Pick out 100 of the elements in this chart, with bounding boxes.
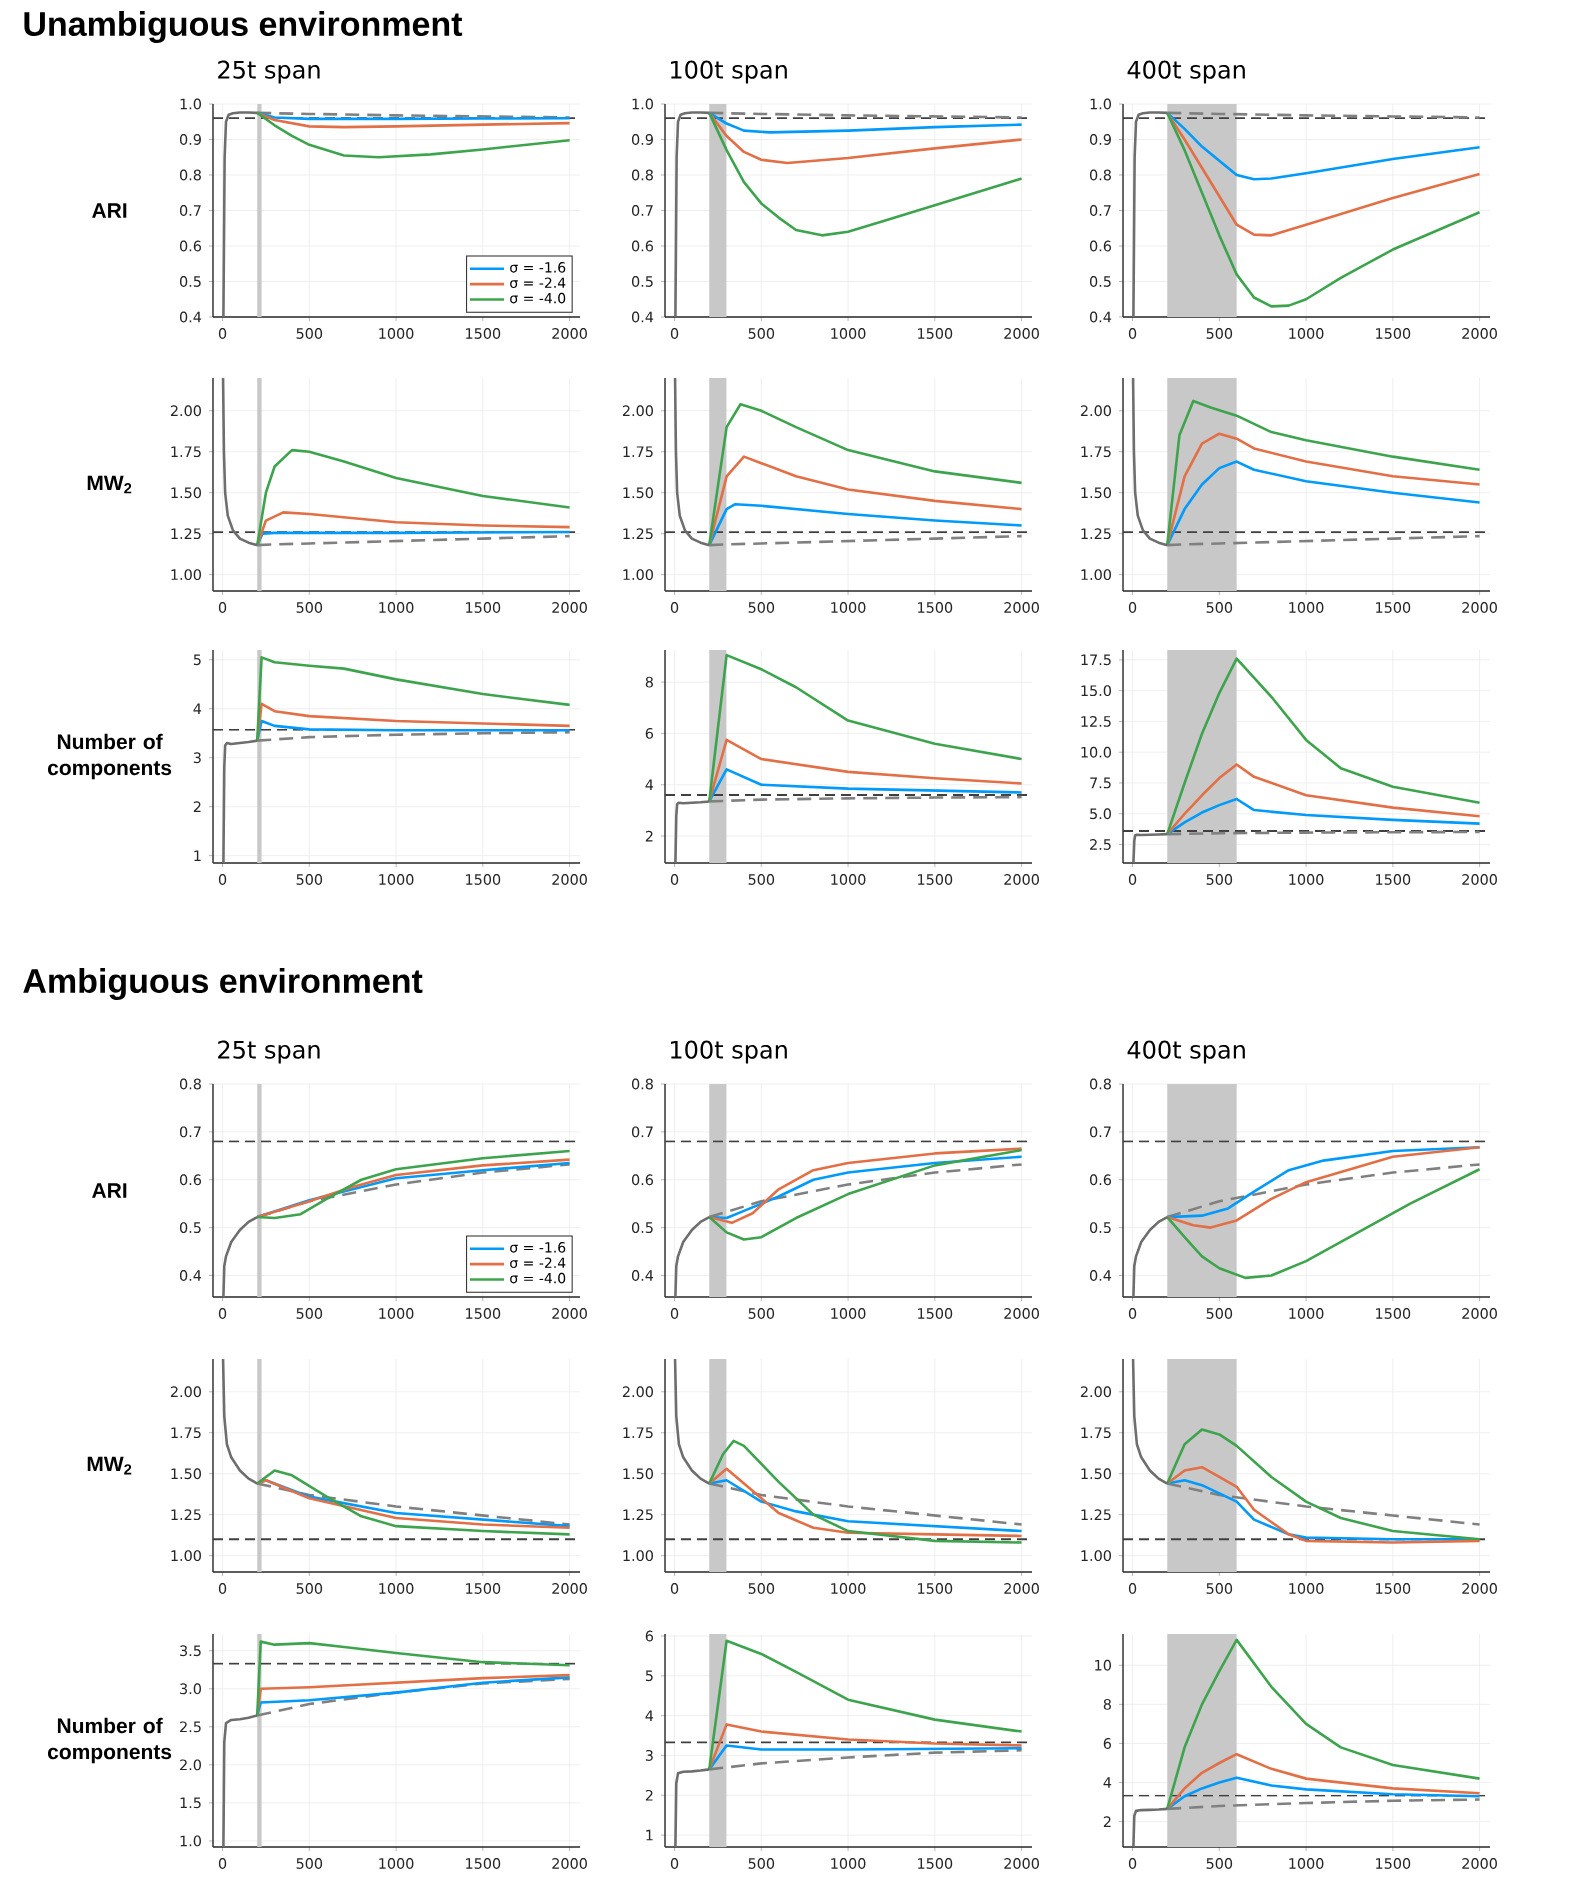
x-tick-label: 500 <box>1206 602 1233 613</box>
y-tick-label: 0.9 <box>179 134 201 145</box>
y-tick-label: 1.00 <box>171 569 201 581</box>
x-tick-label: 2000 <box>1004 328 1039 339</box>
x-tick-label: 1000 <box>831 602 866 613</box>
y-tick-label: 6 <box>1103 1738 1112 1749</box>
x-tick-label: 1000 <box>831 1858 866 1869</box>
y-tick-label: 1.00 <box>623 569 653 581</box>
x-tick-label: 1000 <box>831 874 866 885</box>
x-tick-label: 500 <box>296 1858 323 1869</box>
x-tick-label: 1000 <box>379 1583 414 1594</box>
y-tick-label: 1.50 <box>623 487 653 499</box>
y-tick-label: 0.5 <box>631 1222 653 1234</box>
y-tick-label: 1.00 <box>623 1550 653 1562</box>
x-tick-label: 0 <box>1128 874 1137 885</box>
y-tick-label: 8 <box>645 676 653 688</box>
y-tick-label: 0.4 <box>179 1270 202 1281</box>
y-tick-label: 0.7 <box>1089 1126 1111 1138</box>
y-tick-label: 1.25 <box>623 528 653 540</box>
x-tick-label: 1500 <box>918 1308 953 1319</box>
x-tick-label: 2000 <box>1462 602 1497 613</box>
y-tick-label: 17.5 <box>1081 654 1111 666</box>
x-tick-label: 2000 <box>552 328 587 339</box>
y-tick-label: 4 <box>1103 1777 1112 1788</box>
x-tick-label: 1000 <box>1289 328 1324 339</box>
x-tick-label: 2000 <box>552 1583 587 1594</box>
x-tick-label: 0 <box>218 328 227 339</box>
y-tick-label: 2.00 <box>170 405 201 417</box>
y-tick-label: 0.5 <box>1089 1222 1111 1234</box>
x-tick-label: 1000 <box>1289 1858 1324 1869</box>
y-tick-label: 1.25 <box>1081 528 1111 540</box>
x-tick-label: 2000 <box>552 1858 587 1869</box>
y-tick-label: 0.4 <box>179 311 202 323</box>
y-tick-label: 0.6 <box>631 1174 654 1186</box>
x-tick-label: 0 <box>218 602 227 613</box>
x-tick-label: 500 <box>296 1308 323 1319</box>
y-axis-title: MW$_{2}$ <box>87 1456 132 1475</box>
x-tick-label: 500 <box>1206 874 1233 885</box>
y-tick-label: 0.4 <box>1089 311 1112 323</box>
y-axis-title: ARI <box>92 1183 127 1198</box>
x-tick-label: 1500 <box>1376 328 1411 339</box>
x-tick-label: 0 <box>218 1583 227 1594</box>
y-tick-label: 0.7 <box>179 205 201 216</box>
y-tick-label: 1 <box>646 1829 653 1841</box>
y-tick-label: 3.0 <box>180 1683 201 1695</box>
x-tick-label: 2000 <box>552 602 587 613</box>
x-tick-label: 1500 <box>1376 1308 1411 1319</box>
y-tick-label: 2.00 <box>622 405 653 417</box>
chart-subtitle: 400t span <box>1127 60 1245 84</box>
x-tick-label: 500 <box>1206 1583 1233 1594</box>
x-tick-label: 0 <box>670 1858 679 1869</box>
x-tick-label: 500 <box>748 874 775 885</box>
y-tick-label: 0.8 <box>1089 169 1111 181</box>
x-tick-label: 1000 <box>1289 874 1324 885</box>
y-tick-label: 2 <box>193 801 201 813</box>
y-tick-label: 0.5 <box>179 1222 201 1234</box>
x-tick-label: 1500 <box>918 602 953 613</box>
y-tick-label: 0.6 <box>1089 1174 1112 1186</box>
y-tick-label: 2 <box>645 830 653 842</box>
x-tick-label: 1000 <box>379 874 414 885</box>
y-tick-label: 2.0 <box>180 1759 201 1771</box>
x-tick-label: 1000 <box>831 328 866 339</box>
x-tick-label: 500 <box>296 602 323 613</box>
y-tick-label: 1.25 <box>623 1509 653 1521</box>
x-tick-label: 500 <box>1206 1308 1233 1319</box>
y-tick-label: 0.8 <box>179 169 201 181</box>
x-tick-label: 1500 <box>1376 1583 1411 1594</box>
legend-label: σ = -1.6 <box>510 1242 566 1253</box>
y-tick-label: 1.25 <box>171 528 201 540</box>
y-tick-label: 0.9 <box>631 134 653 145</box>
y-axis-title: MW$_{2}$ <box>87 475 132 494</box>
y-tick-label: 0.7 <box>179 1126 201 1138</box>
x-tick-label: 0 <box>670 1308 679 1319</box>
x-tick-label: 0 <box>1128 1308 1137 1319</box>
x-tick-label: 1000 <box>1289 1308 1324 1319</box>
x-tick-label: 1000 <box>831 1308 866 1319</box>
x-tick-label: 0 <box>218 1308 227 1319</box>
y-tick-label: 1.75 <box>623 446 653 458</box>
y-tick-label: 0.7 <box>631 1126 653 1138</box>
y-tick-label: 7.5 <box>1090 777 1111 789</box>
y-tick-label: 0.7 <box>1089 205 1111 216</box>
y-tick-label: 1.00 <box>171 1550 201 1562</box>
y-tick-label: 1.50 <box>1081 487 1111 499</box>
legend-label: σ = -1.6 <box>510 262 566 273</box>
y-axis-title: Number of components <box>48 1717 172 1764</box>
x-tick-label: 1000 <box>1289 602 1324 613</box>
x-tick-label: 1000 <box>379 1308 414 1319</box>
chart-subtitle: 100t span <box>671 60 787 84</box>
y-tick-label: 2.00 <box>1080 405 1111 417</box>
x-tick-label: 2000 <box>1004 1308 1039 1319</box>
legend-label: σ = -2.4 <box>510 1257 566 1269</box>
y-tick-label: 1.25 <box>1081 1509 1111 1521</box>
y-tick-label: 0.6 <box>179 240 202 252</box>
x-tick-label: 500 <box>748 1858 775 1869</box>
y-tick-label: 0.7 <box>631 205 653 216</box>
x-tick-label: 500 <box>296 328 323 339</box>
y-tick-label: 3 <box>193 752 201 764</box>
y-tick-label: 1.50 <box>623 1468 653 1480</box>
x-tick-label: 1500 <box>466 1583 501 1594</box>
x-tick-label: 1500 <box>918 1858 953 1869</box>
